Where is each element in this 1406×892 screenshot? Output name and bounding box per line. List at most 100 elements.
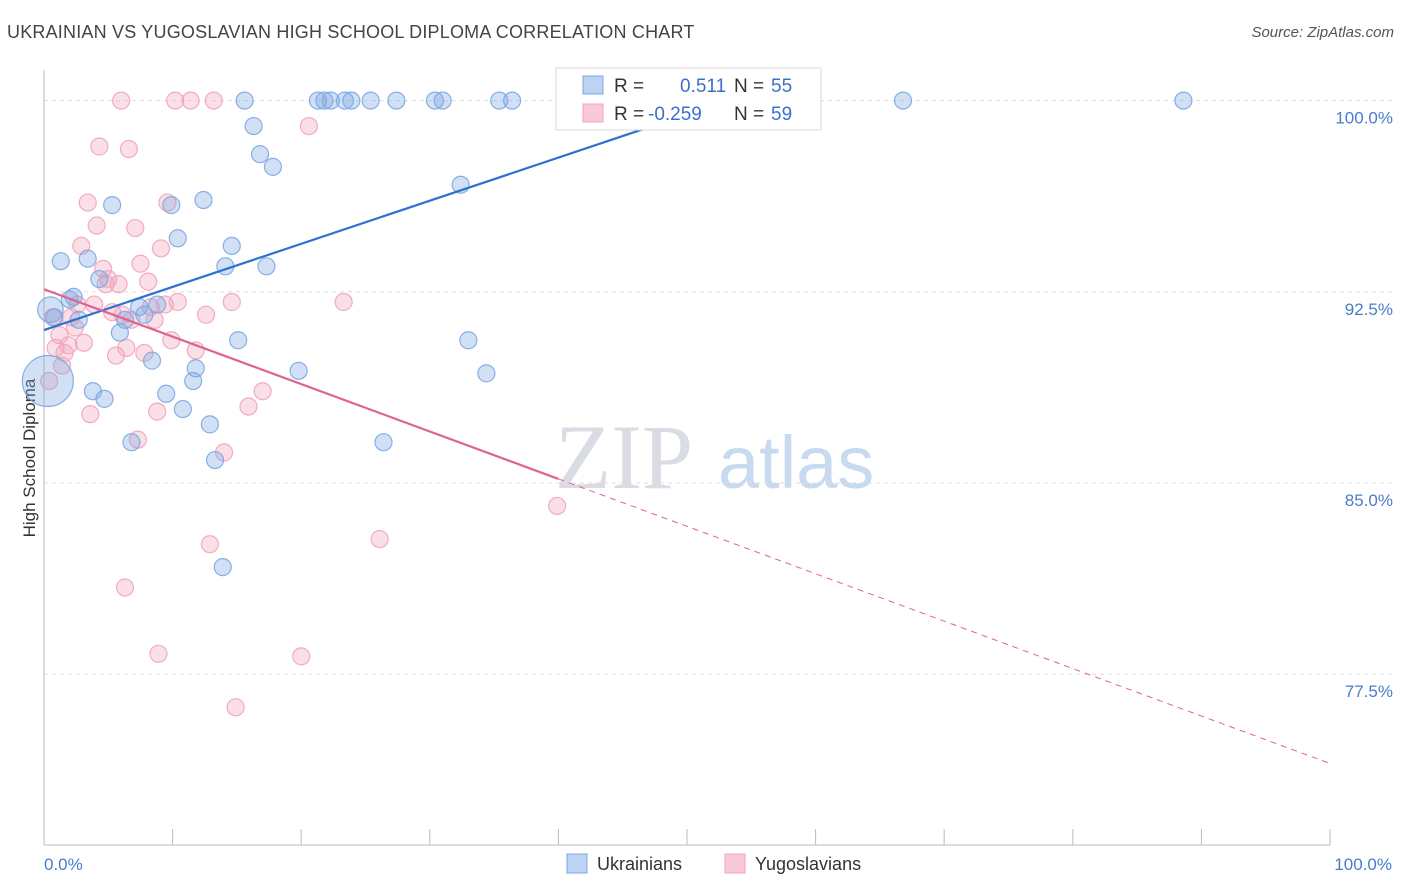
y-tick-labels: 100.0% 92.5% 85.0% 77.5% [1335, 109, 1393, 702]
ukrainians-point-28 [213, 558, 232, 577]
yugoslavians-point-44 [200, 535, 219, 554]
yugoslavians-point-58 [117, 338, 136, 357]
yugoslavians-point-45 [204, 91, 223, 110]
yugoslavians-point-53 [370, 529, 389, 549]
ukrainians-point-40 [321, 91, 340, 110]
x-ticks [43, 829, 1331, 845]
x-tick-label-0: 0.0% [44, 855, 83, 874]
grid [44, 100, 1392, 675]
ukrainians-point-33 [244, 116, 263, 136]
ukrainians-point-7 [78, 249, 97, 268]
legend-n-label-1: N = [734, 76, 764, 97]
ukrainians-point-52 [503, 91, 522, 110]
yugoslavians-point-12 [78, 193, 97, 212]
yugoslavians-point-33 [145, 310, 164, 329]
ukrainians-point-36 [263, 157, 283, 176]
yugoslavians-point-3 [50, 326, 69, 345]
ukrainians-point-34 [250, 145, 270, 164]
ukrainians-point-25 [194, 190, 213, 210]
legend-r-value-2: -0.259 [648, 104, 702, 125]
watermark-atlas: atlas [718, 421, 874, 504]
yugoslavians-point-31 [139, 272, 158, 291]
ukrainians-point-11 [103, 196, 122, 215]
legend-swatch-ukrainians [582, 75, 604, 95]
y-tick-label-2: 85.0% [1345, 491, 1393, 510]
ukrainians-point-6 [69, 310, 88, 329]
yugoslavians-trend-line [43, 288, 559, 480]
ukrainians-point-53 [893, 91, 913, 110]
ukrainians-point-0 [21, 354, 74, 408]
ukrainians-point-9 [90, 269, 109, 289]
legend-swatch-yugoslavians [582, 103, 604, 123]
ukrainians-point-14 [122, 433, 141, 452]
ukrainians-point-44 [374, 433, 393, 452]
ukrainians-point-38 [308, 91, 328, 110]
yugoslavians-point-40 [166, 91, 185, 110]
y-axis-label: High School Diploma [20, 378, 39, 537]
legend-n-value-1: 55 [771, 76, 792, 97]
yugoslavians-point-24 [115, 578, 135, 597]
yugoslavians-point-52 [334, 292, 353, 312]
ukrainians-point-20 [162, 196, 181, 215]
yugoslavians-point-51 [299, 116, 319, 136]
chart-title: UKRAINIAN VS YUGOSLAVIAN HIGH SCHOOL DIP… [7, 22, 695, 42]
ukrainians-point-16 [135, 305, 154, 324]
ukrainians-point-41 [335, 91, 355, 110]
yugoslavians-point-17 [94, 259, 113, 278]
yugoslavians-point-21 [106, 346, 126, 365]
x-tick-label-100: 100.0% [1334, 855, 1392, 874]
yugoslavians-point-11 [74, 333, 93, 352]
y-tick-label-1: 92.5% [1345, 300, 1393, 319]
ukrainians-point-21 [168, 229, 187, 248]
yugoslavians-point-36 [151, 239, 171, 258]
yugoslavians-point-25 [119, 139, 138, 159]
ukrainians-point-22 [173, 399, 192, 419]
legend-n-label-2: N = [734, 104, 764, 125]
ukrainians-point-43 [361, 91, 380, 110]
legend: R = 0.511 N = 55 R = -0.259 N = 59 [555, 67, 822, 131]
yugoslavians-point-22 [109, 275, 128, 294]
source-label: Source: ZipAtlas.com [1251, 24, 1394, 41]
yugoslavians-trend-line-extension [558, 478, 1331, 764]
ukrainians-point-46 [425, 91, 445, 110]
legend-r-value-1: 0.511 [680, 76, 726, 97]
ukrainians-point-49 [459, 331, 478, 350]
legend-r-label-1: R = [614, 76, 644, 97]
yugoslavians-point-54 [548, 496, 567, 516]
yugoslavians-point-13 [81, 405, 100, 424]
yugoslavians-point-41 [168, 292, 187, 312]
ukrainians-point-3 [51, 252, 70, 271]
legend-n-value-2: 59 [771, 104, 792, 125]
yugoslavians-point-34 [148, 402, 167, 421]
watermark-zip: ZIP [555, 406, 693, 508]
ukrainians-point-18 [148, 295, 167, 314]
bottom-legend-label-ukrainians: Ukrainians [597, 854, 682, 874]
bottom-legend-label-yugoslavians: Yugoslavians [755, 854, 861, 874]
ukrainians-point-2 [45, 308, 64, 327]
yugoslavians-point-16 [90, 137, 109, 156]
yugoslavians-point-15 [87, 216, 106, 235]
ukrainians-point-35 [257, 257, 276, 276]
yugoslavians-point-0 [40, 371, 59, 391]
yugoslavians-point-56 [253, 382, 272, 401]
ukrainians-point-39 [315, 91, 334, 110]
yugoslavians-point-42 [181, 91, 200, 110]
yugoslavians-point-43 [196, 305, 216, 324]
yugoslavians-points [40, 91, 567, 717]
yugoslavians-point-55 [239, 397, 258, 416]
ukrainians-trend-line [43, 91, 752, 332]
ukrainians-point-42 [342, 91, 361, 110]
y-tick-label-0: 100.0% [1335, 109, 1393, 128]
yugoslavians-point-30 [135, 343, 154, 363]
ukrainians-point-32 [235, 91, 254, 110]
ukrainians-point-37 [289, 361, 308, 380]
yugoslavians-point-27 [126, 218, 145, 238]
yugoslavians-point-29 [131, 254, 150, 273]
ukrainians-point-19 [157, 384, 176, 403]
legend-r-label-2: R = [614, 104, 644, 125]
ukrainians-point-50 [477, 364, 496, 383]
ukrainians-point-27 [205, 450, 225, 470]
ukrainians-point-10 [95, 389, 114, 408]
yugoslavians-point-6 [59, 336, 78, 355]
